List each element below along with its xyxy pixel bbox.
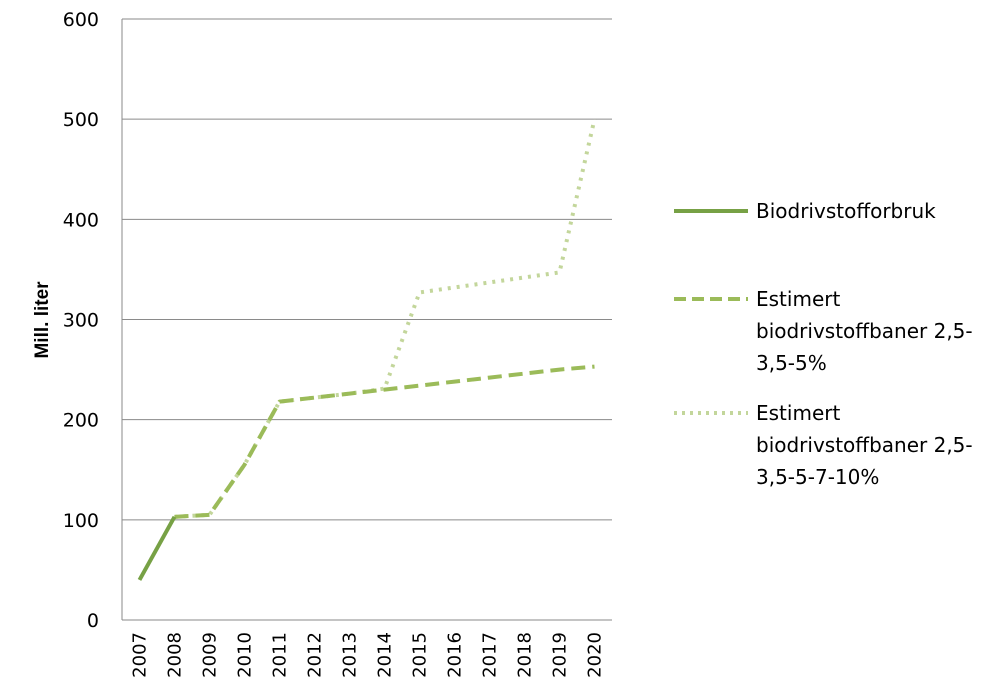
legend-label: Biodrivstofforbruk bbox=[756, 199, 936, 223]
y-tick-label: 0 bbox=[87, 610, 99, 632]
x-tick-label: 2007 bbox=[130, 632, 151, 678]
legend-item-estimert-2-5-3-5-5: Estimert biodrivstoffbaner 2,5-3,5-5% bbox=[672, 283, 992, 379]
legend-label: Estimert biodrivstoffbaner 2,5-3,5-5-7-1… bbox=[756, 401, 973, 489]
series-line-solid bbox=[137, 515, 177, 581]
y-tick-label: 400 bbox=[63, 209, 99, 231]
x-tick-label: 2014 bbox=[375, 632, 396, 678]
legend-swatch-dotted bbox=[674, 411, 748, 415]
series-line-dotted bbox=[174, 118, 597, 519]
x-tick-label: 2020 bbox=[585, 632, 606, 678]
legend-swatch-dashed bbox=[674, 297, 748, 301]
y-tick-label: 600 bbox=[63, 9, 99, 31]
y-tick-label: 500 bbox=[63, 109, 99, 131]
x-tick-label: 2018 bbox=[515, 632, 536, 678]
x-tick-label: 2009 bbox=[200, 632, 221, 678]
legend-swatch-solid bbox=[674, 209, 748, 213]
gridlines bbox=[122, 18, 612, 621]
y-tick-labels: 0 100 200 300 400 500 600 bbox=[63, 9, 99, 632]
x-tick-label: 2008 bbox=[165, 632, 186, 678]
y-tick-label: 300 bbox=[63, 310, 99, 332]
x-tick-label: 2013 bbox=[340, 632, 361, 678]
series-lines bbox=[137, 118, 597, 581]
x-tick-label: 2016 bbox=[445, 632, 466, 678]
x-tick-labels: 2007 2008 2009 2010 2011 2012 2013 2014 2015 2016… bbox=[130, 632, 606, 678]
x-tick-label: 2019 bbox=[550, 632, 571, 678]
legend: Biodrivstofforbruk Estimert biodrivstoff… bbox=[672, 195, 992, 511]
x-tick-label: 2015 bbox=[410, 632, 431, 678]
legend-label: Estimert biodrivstoffbaner 2,5-3,5-5% bbox=[756, 287, 973, 375]
y-tick-label: 200 bbox=[63, 410, 99, 432]
x-tick-label: 2012 bbox=[305, 632, 326, 678]
legend-item-biodrivstofforbruk: Biodrivstofforbruk bbox=[672, 195, 992, 227]
legend-item-estimert-2-5-3-5-5-7-10: Estimert biodrivstoffbaner 2,5-3,5-5-7-1… bbox=[672, 397, 992, 493]
x-tick-label: 2017 bbox=[480, 632, 501, 678]
x-tick-label: 2011 bbox=[270, 632, 291, 678]
y-tick-label: 100 bbox=[63, 510, 99, 532]
x-tick-label: 2010 bbox=[235, 632, 256, 678]
series-line-dashed bbox=[174, 364, 595, 519]
y-axis-label: Mill. liter bbox=[32, 281, 53, 359]
